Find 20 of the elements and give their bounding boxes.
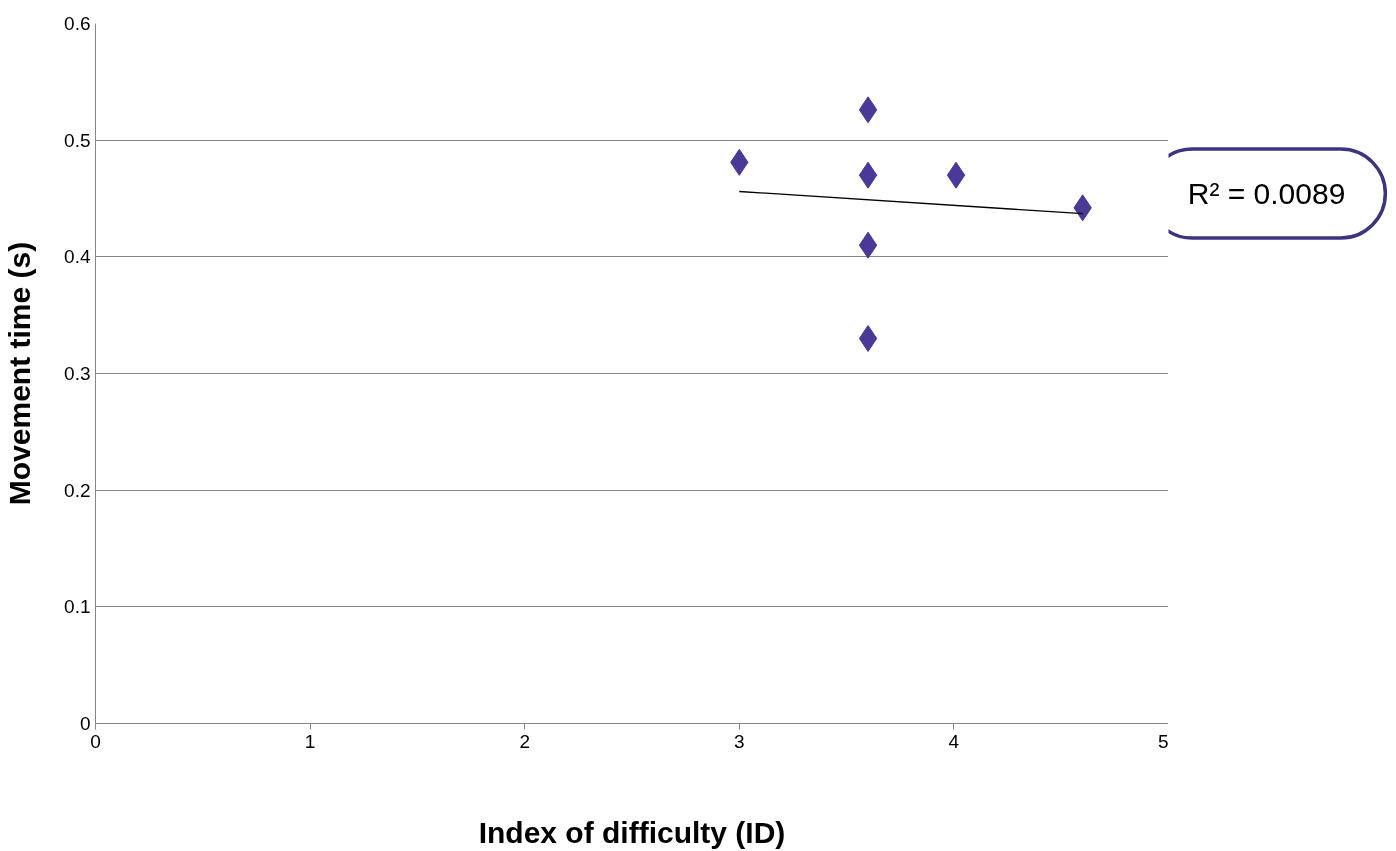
- point: [858, 231, 878, 259]
- point: [946, 161, 966, 189]
- y-tick-label: 0.4: [64, 246, 91, 268]
- x-tick-label: 3: [734, 730, 745, 752]
- point: [858, 96, 878, 124]
- x-tick-label: 2: [519, 730, 530, 752]
- text: R² = 0.0089: [1187, 177, 1346, 211]
- x-tick-label: 5: [1157, 730, 1169, 752]
- x-tick-label: 4: [948, 730, 960, 752]
- y-tick-label: 0.1: [64, 596, 91, 618]
- y-tick-label: 0.6: [64, 13, 91, 34]
- x-tick-label: 1: [304, 730, 316, 752]
- y-axis-title: Movement time (s): [3, 241, 37, 506]
- y-tick-label: 0.3: [64, 363, 91, 384]
- y-tick-label: 0.2: [64, 479, 91, 501]
- x-axis-title: Index of difficulty (ID): [478, 815, 786, 849]
- y-tick-label: 0.5: [64, 129, 91, 151]
- point: [858, 325, 878, 352]
- y-tick-label: 0: [79, 713, 91, 734]
- point: [858, 161, 878, 189]
